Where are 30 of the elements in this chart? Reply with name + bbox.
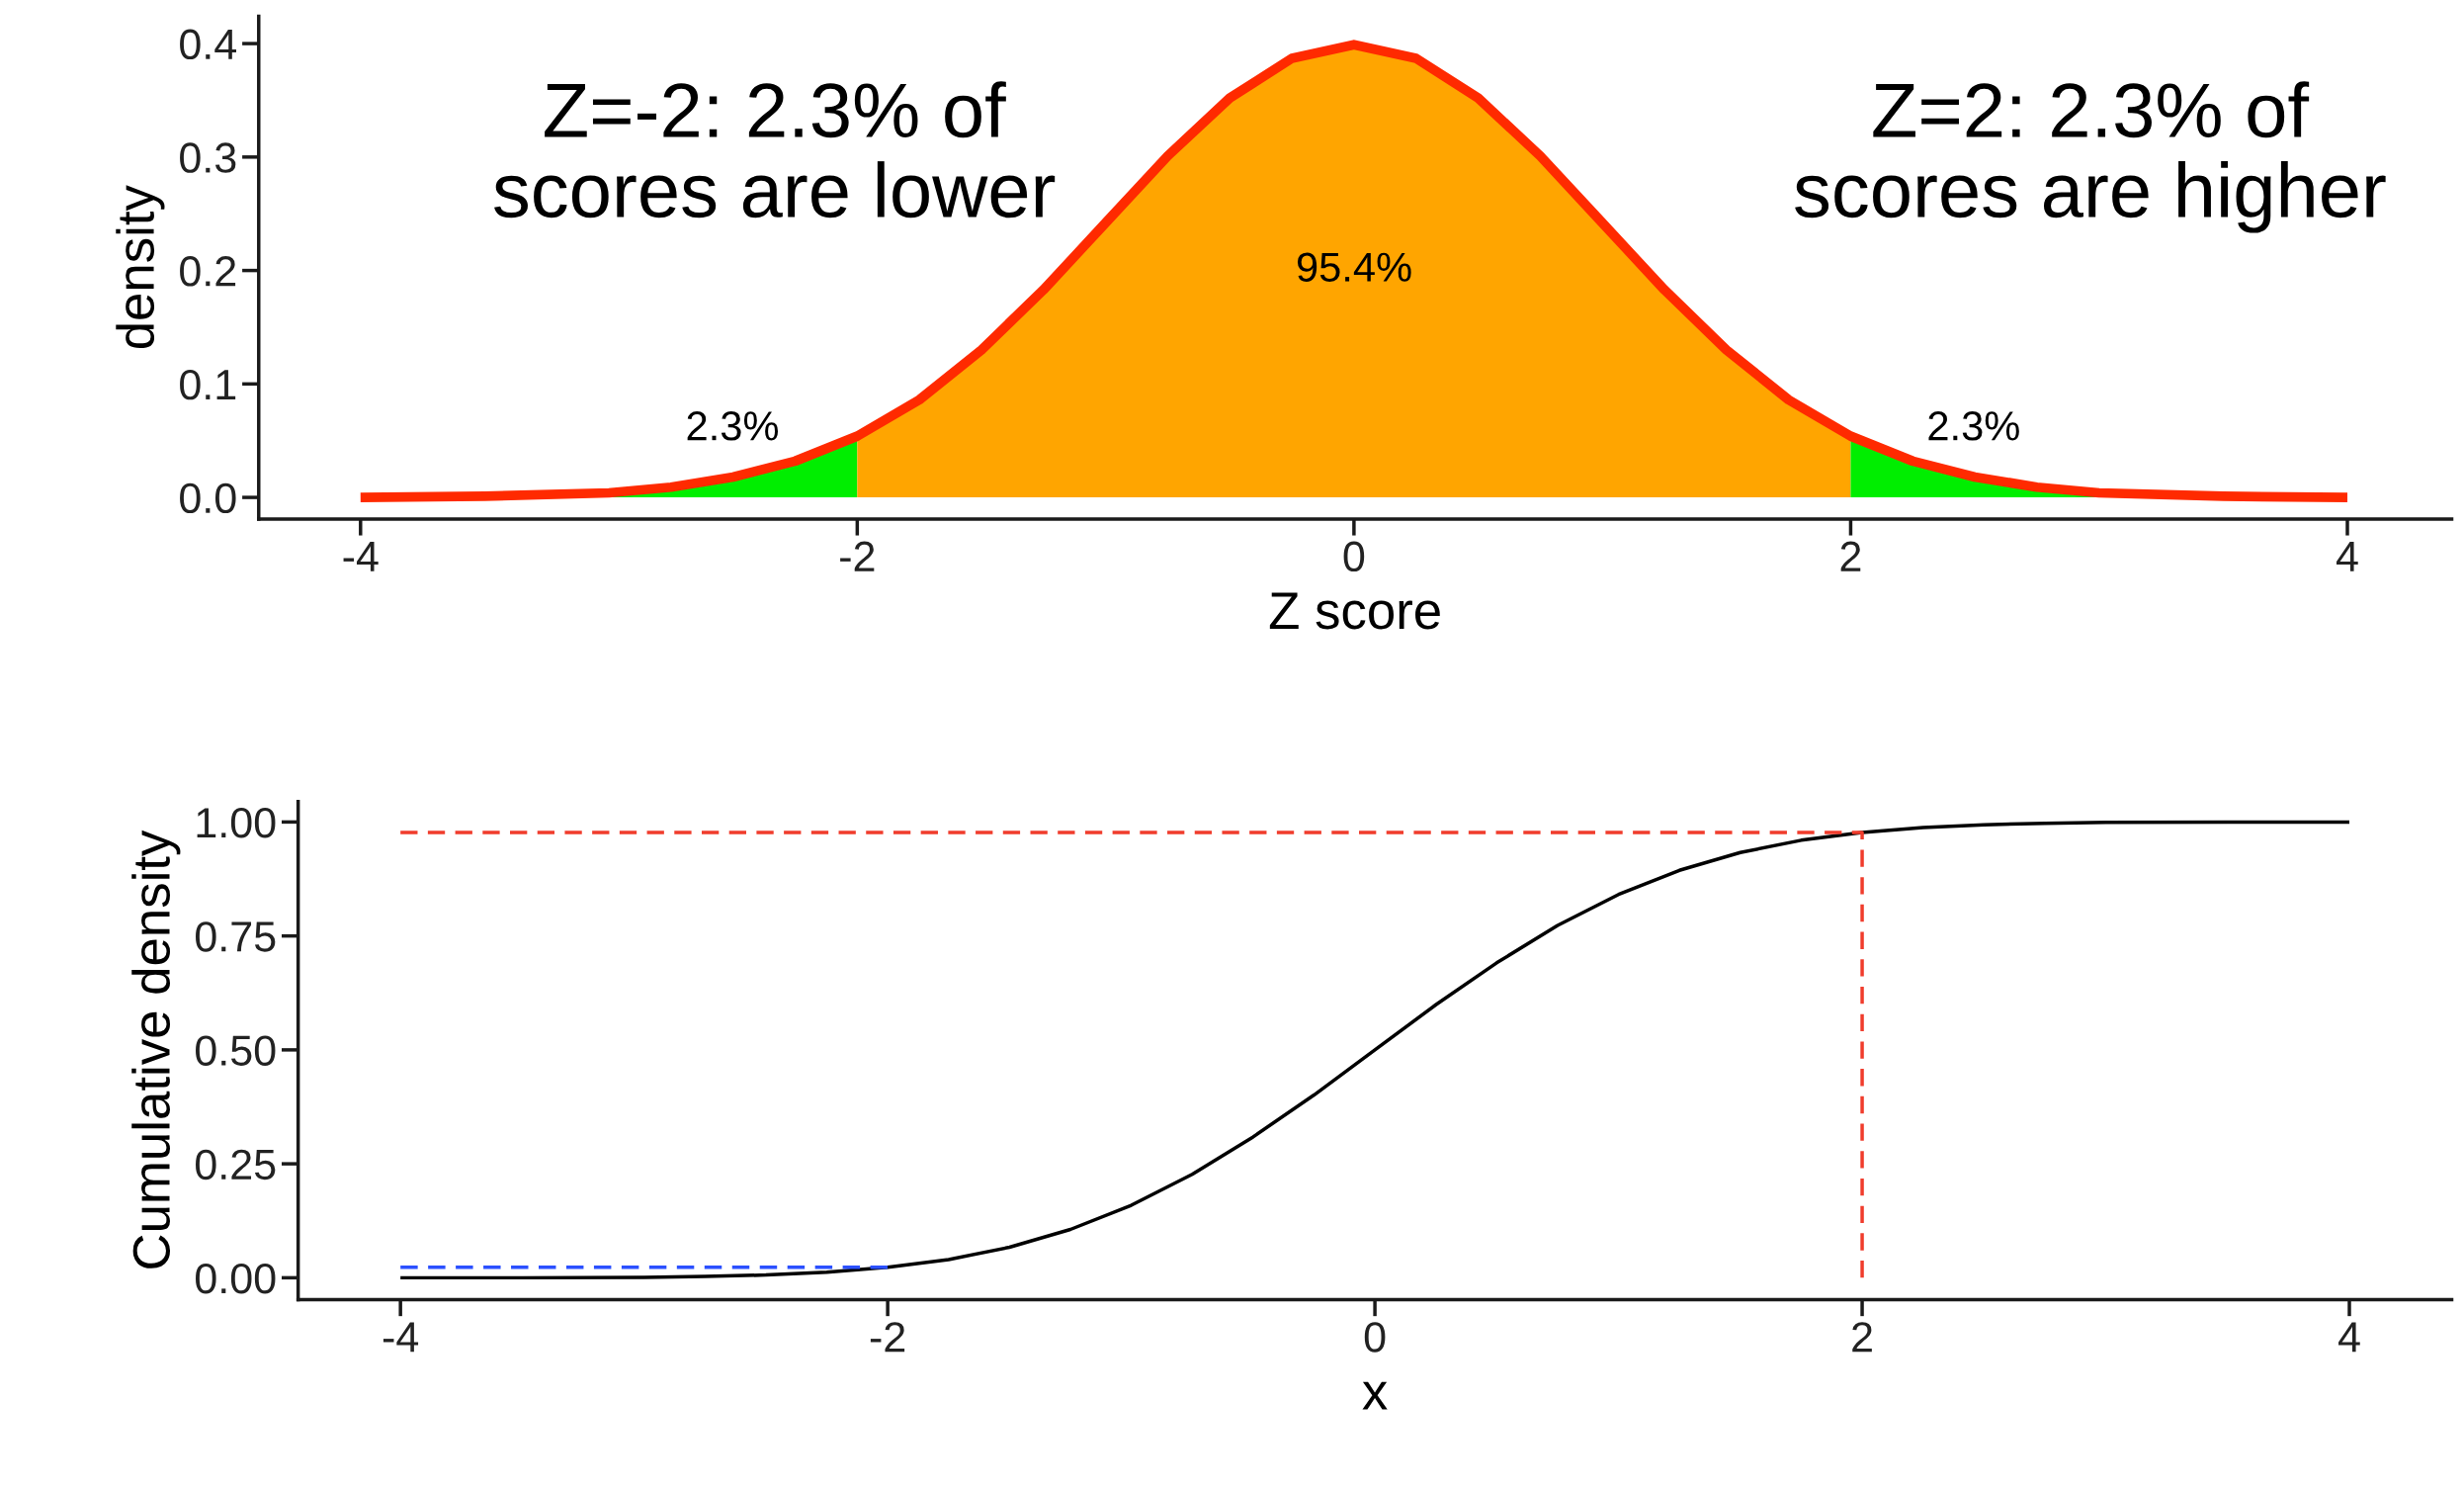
x-tick-label: -4 xyxy=(343,542,379,571)
y-tick-label: 1.00 xyxy=(197,807,276,838)
annotation: 95.4% xyxy=(1297,252,1411,282)
x-tick-label: -2 xyxy=(870,1322,905,1353)
y-tick-label: 0.0 xyxy=(180,482,236,514)
line-series xyxy=(398,820,2351,1280)
x-tick-label: 0 xyxy=(1343,541,1365,572)
y-tick-label: 0.00 xyxy=(196,1263,276,1294)
x-tick-label: 2 xyxy=(1852,1322,1872,1353)
annotation: 2.3% xyxy=(1928,411,2019,441)
annotation: 2.3% xyxy=(687,411,779,441)
y-tick-label: 0.4 xyxy=(180,29,236,60)
y-tick-label: 0.2 xyxy=(180,256,236,287)
x-tick-label: 4 xyxy=(2337,542,2358,571)
annotation: Z=-2: 2.3% of scores are lower xyxy=(494,81,1056,219)
y-axis-title: Cumulative density xyxy=(131,830,181,1268)
x-tick-label: 0 xyxy=(1364,1322,1386,1353)
x-axis-title: Z score xyxy=(1269,592,1440,630)
y-tick-label: 0.3 xyxy=(180,142,236,173)
y-tick-label: 0.50 xyxy=(196,1035,276,1066)
y-tick-label: 0.1 xyxy=(180,369,236,400)
x-tick-label: -4 xyxy=(382,1322,419,1353)
y-tick-label: 0.25 xyxy=(196,1149,276,1181)
x-tick-label: -2 xyxy=(840,541,875,571)
x-tick-label: 2 xyxy=(1840,541,1861,571)
y-axis-title: density xyxy=(116,185,165,349)
x-tick-label: 4 xyxy=(2338,1322,2360,1353)
y-tick-label: 0.75 xyxy=(196,921,276,952)
x-axis-title: x xyxy=(1362,1381,1388,1410)
annotation: Z=2: 2.3% of scores are higher xyxy=(1795,81,2386,233)
